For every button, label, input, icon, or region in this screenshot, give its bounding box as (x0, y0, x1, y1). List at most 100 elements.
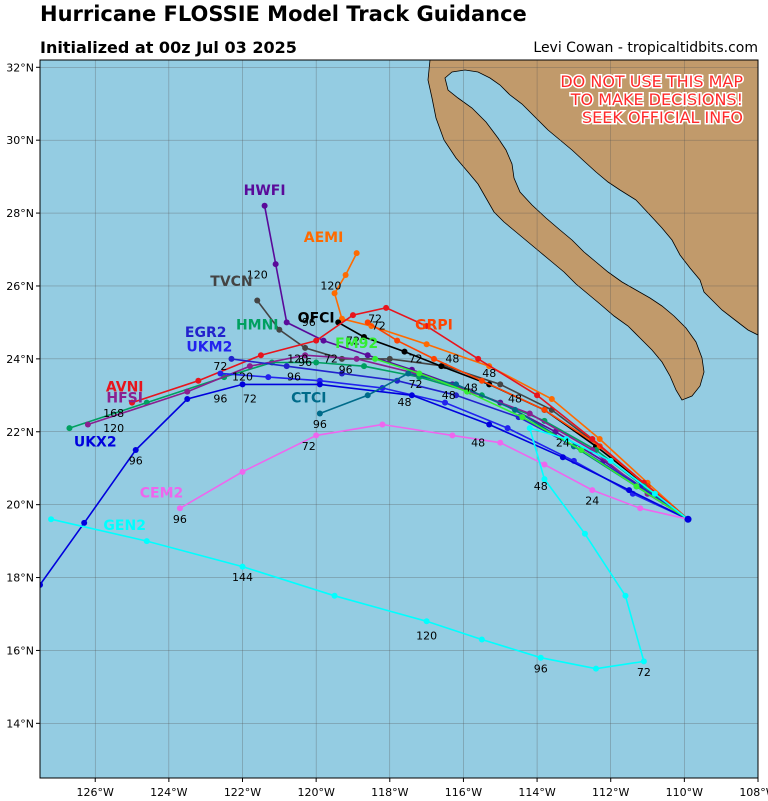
hour-label: 72 (637, 666, 651, 679)
hour-label: 144 (232, 571, 253, 584)
track-cem2 (176, 421, 689, 520)
track-point (246, 363, 253, 370)
track-point (84, 421, 91, 428)
map-credit: Levi Cowan - tropicaltidbits.com (533, 40, 758, 56)
track-point (176, 505, 183, 512)
track-point (48, 516, 55, 523)
track-point (40, 581, 43, 588)
track-point (423, 323, 430, 330)
map-subtitle: Initialized at 00z Jul 03 2025 (40, 38, 297, 57)
track-point (195, 377, 202, 384)
hour-label: 48 (471, 436, 485, 449)
hour-label: 120 (416, 630, 437, 643)
hour-label: 96 (129, 455, 143, 468)
track-ukx2 (40, 381, 689, 588)
hour-label: 96 (534, 662, 548, 675)
track-point (254, 297, 261, 304)
lat-tick-label: 24°N (6, 353, 34, 366)
model-label-hmni: HMNI (236, 318, 279, 334)
track-point (342, 272, 349, 279)
track-point (626, 487, 633, 494)
hour-label: 24 (556, 436, 570, 449)
track-point (581, 530, 588, 537)
track-point (401, 348, 408, 355)
track-point (132, 446, 139, 453)
hour-label: 168 (103, 407, 124, 420)
lon-tick-label: 124°W (150, 786, 187, 799)
track-point (283, 319, 290, 326)
track-point (478, 636, 485, 643)
track-point (66, 425, 73, 432)
track-point (497, 381, 504, 388)
hour-label: 120 (247, 269, 268, 282)
track-point (423, 341, 430, 348)
track-point (353, 355, 360, 362)
track-point (633, 483, 640, 490)
track-point (320, 337, 327, 344)
track-point (364, 352, 371, 359)
track-point (81, 519, 88, 526)
track-point (541, 406, 548, 413)
hour-label: 48 (534, 480, 548, 493)
hour-label: 48 (482, 367, 496, 380)
track-point (486, 421, 493, 428)
track-point (423, 618, 430, 625)
lat-tick-label: 32°N (6, 61, 34, 74)
model-label-avni: AVNI (106, 380, 144, 396)
track-point (405, 370, 412, 377)
hour-label: 96 (302, 316, 316, 329)
track-point (361, 363, 368, 370)
track-point (353, 250, 360, 257)
hour-label: 72 (324, 353, 338, 366)
track-point (338, 315, 345, 322)
lat-tick-label: 22°N (6, 426, 34, 439)
warning-line-3: SEEK OFFICIAL INFO (582, 108, 743, 127)
hour-label: 72 (302, 440, 316, 453)
track-point (265, 374, 272, 381)
track-point (313, 359, 320, 366)
model-label-hfsi: HFSI (106, 391, 143, 407)
hour-label: 48 (398, 396, 412, 409)
track-point (143, 538, 150, 545)
track-point (331, 290, 338, 297)
track-point (526, 425, 533, 432)
track-gen2 (48, 425, 689, 672)
track-avni (129, 304, 689, 520)
hour-label: 96 (287, 371, 301, 384)
lon-tick-label: 120°W (297, 786, 334, 799)
track-point (416, 370, 423, 377)
track-point (519, 414, 526, 421)
model-label-ctci: CTCI (291, 391, 326, 407)
track-point (589, 487, 596, 494)
hour-label: 96 (213, 393, 227, 406)
axis-tick-labels: 126°W 124°W 122°W 120°W 118°W 116°W 114°W 112°W… (6, 61, 768, 799)
track-point (592, 665, 599, 672)
hour-label: 120 (232, 371, 253, 384)
track-point (184, 388, 191, 395)
track-point (526, 410, 533, 417)
track-point (607, 457, 614, 464)
track-point (497, 439, 504, 446)
map-title: Hurricane FLOSSIE Model Track Guidance (40, 2, 527, 26)
hour-label: 120 (287, 353, 308, 366)
track-point (408, 392, 415, 399)
model-label-egr2: EGR2 (185, 325, 227, 341)
track-point (129, 399, 136, 406)
track-point (453, 392, 460, 399)
track-point (364, 319, 371, 326)
land-mexico (427, 60, 758, 401)
track-point (372, 355, 379, 362)
track-point (239, 468, 246, 475)
track-point (217, 370, 224, 377)
track-point (478, 377, 485, 384)
track-point (563, 436, 570, 443)
track-point (184, 395, 191, 402)
lat-tick-label: 28°N (6, 207, 34, 220)
track-point (257, 352, 264, 359)
track-point (272, 261, 279, 268)
lat-tick-label: 18°N (6, 572, 34, 585)
track-point (313, 337, 320, 344)
hour-label: 48 (508, 393, 522, 406)
track-point (541, 461, 548, 468)
hour-label: 48 (442, 389, 456, 402)
